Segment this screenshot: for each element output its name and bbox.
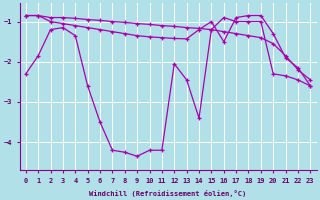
X-axis label: Windchill (Refroidissement éolien,°C): Windchill (Refroidissement éolien,°C) [90,190,247,197]
